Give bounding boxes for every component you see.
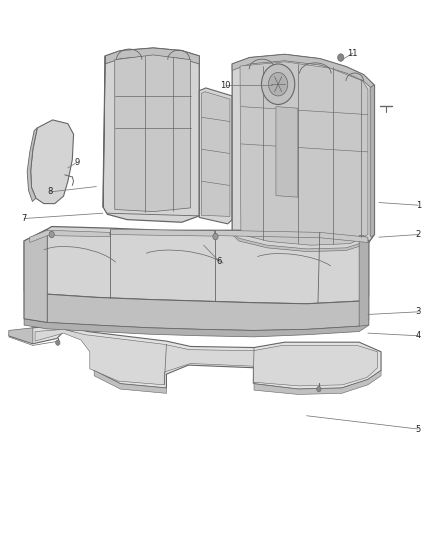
Polygon shape (370, 85, 374, 237)
Text: 6: 6 (216, 257, 222, 265)
Text: 4: 4 (416, 332, 421, 340)
Circle shape (338, 54, 344, 61)
Polygon shape (359, 236, 369, 326)
Text: 1: 1 (416, 201, 421, 209)
Polygon shape (35, 329, 378, 386)
Polygon shape (31, 120, 74, 204)
Polygon shape (115, 55, 191, 212)
Polygon shape (24, 319, 369, 337)
Text: 9: 9 (74, 158, 79, 167)
Polygon shape (232, 54, 374, 252)
Polygon shape (110, 229, 215, 236)
Circle shape (56, 340, 60, 345)
Polygon shape (215, 230, 368, 243)
Text: 7: 7 (21, 214, 27, 223)
Polygon shape (9, 328, 33, 344)
Text: 3: 3 (416, 308, 421, 316)
Text: 5: 5 (416, 425, 421, 433)
Polygon shape (24, 227, 369, 304)
Polygon shape (30, 230, 110, 243)
Circle shape (317, 386, 321, 392)
Polygon shape (9, 325, 381, 389)
Polygon shape (232, 232, 368, 252)
Polygon shape (105, 48, 199, 64)
Polygon shape (201, 92, 230, 216)
Polygon shape (94, 370, 166, 393)
Polygon shape (232, 54, 374, 91)
Polygon shape (254, 370, 381, 394)
Polygon shape (276, 107, 298, 197)
Text: 11: 11 (347, 49, 358, 58)
Text: 8: 8 (48, 188, 53, 196)
Polygon shape (24, 290, 369, 330)
Circle shape (213, 233, 218, 240)
Polygon shape (24, 229, 47, 322)
Polygon shape (103, 48, 199, 222)
Polygon shape (199, 88, 232, 224)
Polygon shape (240, 62, 368, 245)
Text: 2: 2 (416, 230, 421, 239)
Circle shape (261, 64, 295, 104)
Polygon shape (103, 56, 105, 208)
Text: 10: 10 (220, 81, 231, 90)
Circle shape (49, 231, 54, 238)
Polygon shape (27, 128, 37, 201)
Circle shape (268, 72, 288, 96)
